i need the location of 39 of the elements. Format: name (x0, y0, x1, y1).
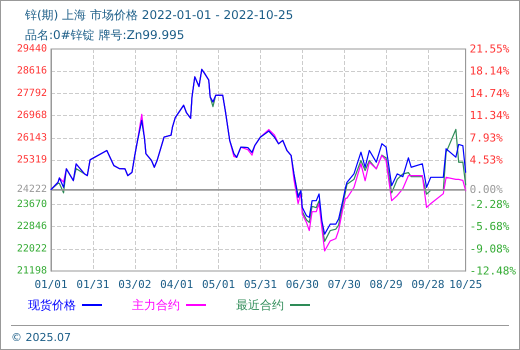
y2-tick-label: 18.14% (470, 64, 510, 78)
y-tick-label: 22846 (16, 221, 47, 232)
y-tick-label: 22022 (16, 243, 47, 254)
x-tick-label: 05/01 (202, 278, 236, 291)
y2-tick-label: -9.08% (470, 242, 510, 256)
y-tick-label: 28616 (16, 66, 47, 77)
y-tick-label: 23670 (16, 198, 47, 210)
legend-label: 主力合约 (132, 298, 180, 312)
y-tick-label: 21198 (16, 266, 47, 276)
legend-label: 最近合约 (236, 298, 284, 312)
x-tick-label: 08/29 (370, 278, 403, 291)
x-tick-label: 05/31 (244, 278, 277, 291)
x-tick-label: 10/25 (449, 278, 482, 291)
legend-label: 现货价格 (28, 298, 76, 312)
x-tick-label: 04/01 (160, 278, 194, 291)
y2-tick-label: 4.53% (470, 154, 504, 167)
x-tick-label: 03/02 (118, 278, 152, 291)
y-tick-label: 25319 (16, 154, 47, 166)
x-tick-label: 01/01 (34, 278, 68, 291)
chart-title: 锌(期) 上海 市场价格 2022-01-01 - 2022-10-25 (25, 7, 294, 24)
y2-tick-label: 14.74% (470, 86, 510, 100)
y2-tick-label: 7.93% (470, 131, 504, 144)
y-tick-label: 24222 (16, 184, 47, 196)
y-tick-label: 26143 (16, 132, 47, 144)
x-tick-label: 07/30 (328, 278, 361, 291)
chart-subtitle: 品名:0#锌锭 牌号:Zn99.995 (25, 27, 184, 44)
y2-tick-label: 21.55% (470, 42, 510, 56)
x-tick-label: 09/28 (411, 278, 445, 291)
y2-tick-label: 0.00% (470, 183, 504, 196)
y2-tick-label: -5.68% (470, 220, 510, 234)
y-tick-label: 29440 (16, 44, 47, 54)
y2-tick-label: -12.48% (470, 264, 516, 278)
x-tick-label: 06/30 (286, 278, 319, 291)
x-tick-label: 01/31 (76, 278, 110, 291)
text: © 2025.07 (11, 331, 71, 344)
y2-tick-label: 11.34% (470, 109, 510, 122)
y2-tick-label: -2.28% (470, 198, 510, 211)
y-tick-label: 26968 (16, 110, 47, 122)
y-tick-label: 27792 (16, 88, 47, 99)
